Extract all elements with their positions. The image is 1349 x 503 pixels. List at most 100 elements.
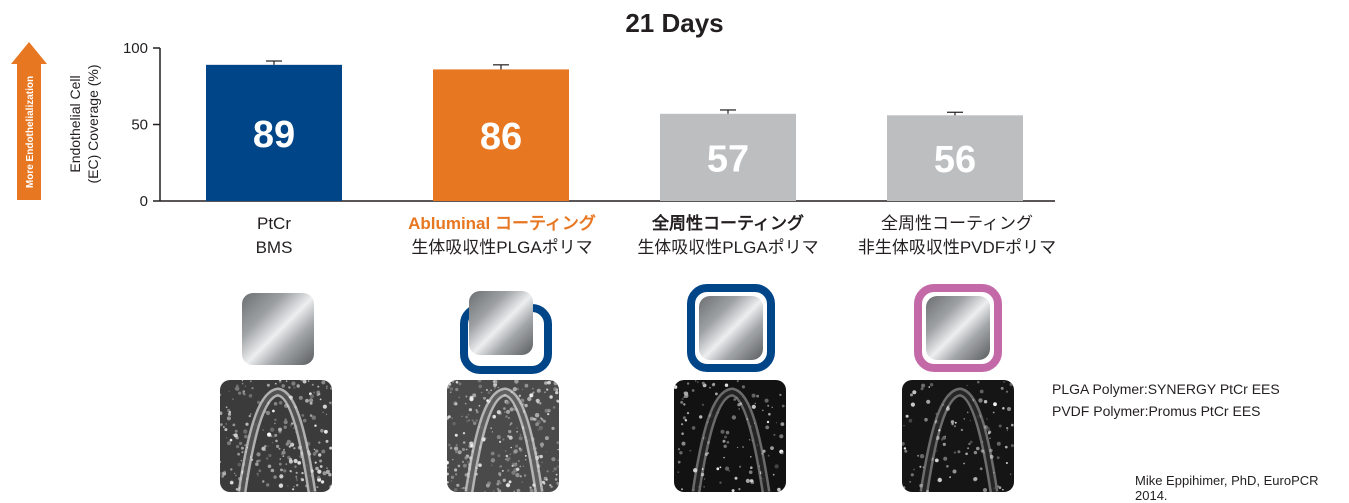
- bar: [206, 64, 342, 201]
- cell-nucleus: [525, 459, 527, 461]
- cell-nucleus: [749, 439, 751, 441]
- cell-nucleus: [725, 430, 730, 435]
- cell-nucleus: [684, 419, 688, 422]
- cell-nucleus: [231, 398, 234, 401]
- cell-nucleus: [1005, 390, 1009, 393]
- cell-nucleus: [468, 419, 470, 421]
- cell-nucleus: [937, 479, 939, 482]
- cell-nucleus: [512, 389, 515, 392]
- cell-nucleus: [288, 457, 293, 462]
- polymer-note-plga: PLGA Polymer:SYNERGY PtCr EES: [1052, 381, 1280, 397]
- cell-nucleus: [679, 451, 683, 455]
- cell-nucleus: [296, 384, 300, 388]
- cell-nucleus: [300, 380, 304, 382]
- cell-nucleus: [491, 464, 493, 466]
- cell-nucleus: [465, 448, 468, 451]
- cell-nucleus: [243, 393, 246, 396]
- cell-nucleus: [462, 432, 466, 435]
- cell-nucleus: [766, 420, 770, 424]
- cell-nucleus: [1006, 427, 1009, 430]
- cell-nucleus: [240, 459, 243, 462]
- cell-nucleus: [762, 449, 766, 453]
- cell-nucleus: [499, 465, 503, 468]
- cell-nucleus: [326, 385, 328, 387]
- cell-nucleus: [725, 466, 730, 471]
- cell-nucleus: [229, 438, 233, 442]
- stent-strut-inner: [467, 389, 541, 492]
- cell-nucleus: [267, 464, 272, 469]
- cell-nucleus: [550, 380, 552, 382]
- cell-nucleus: [772, 473, 775, 476]
- cell-nucleus: [681, 397, 684, 401]
- cell-nucleus: [919, 483, 923, 488]
- cell-nucleus: [223, 426, 225, 428]
- cell-nucleus: [311, 383, 314, 386]
- cell-nucleus: [779, 393, 782, 396]
- cell-nucleus: [681, 423, 684, 426]
- cell-nucleus: [553, 387, 558, 391]
- arrow-head: [11, 42, 47, 64]
- cell-nucleus: [691, 389, 695, 392]
- bar-value-label: 57: [707, 138, 749, 180]
- cell-nucleus: [463, 463, 467, 468]
- cell-nucleus: [953, 451, 957, 454]
- cell-nucleus: [555, 473, 558, 476]
- cell-nucleus: [275, 439, 278, 443]
- cell-nucleus: [242, 390, 246, 393]
- cell-nucleus: [302, 419, 307, 423]
- cell-nucleus: [325, 387, 328, 389]
- cell-nucleus: [529, 486, 532, 489]
- cell-nucleus: [283, 448, 285, 451]
- cell-nucleus: [529, 416, 534, 421]
- cell-nucleus: [908, 418, 913, 423]
- cell-nucleus: [952, 469, 957, 474]
- cell-nucleus: [497, 454, 501, 458]
- cell-nucleus: [321, 380, 326, 385]
- category-label-line: 非生体吸収性PVDFポリマ: [857, 238, 1057, 257]
- cell-nucleus: [319, 459, 323, 463]
- cell-nucleus: [996, 456, 1000, 460]
- cell-nucleus: [922, 466, 925, 469]
- cell-nucleus: [551, 457, 556, 462]
- cell-nucleus: [544, 391, 546, 393]
- cell-nucleus: [257, 400, 261, 404]
- cell-nucleus: [723, 456, 725, 459]
- cell-nucleus: [477, 380, 482, 383]
- cell-nucleus: [511, 464, 514, 467]
- cell-nucleus: [712, 382, 716, 386]
- cell-nucleus: [545, 478, 548, 481]
- cell-nucleus: [318, 453, 322, 457]
- cell-nucleus: [248, 414, 251, 418]
- cell-nucleus: [478, 404, 481, 407]
- cell-nucleus: [330, 387, 332, 390]
- cell-nucleus: [317, 385, 320, 388]
- cell-nucleus: [510, 446, 512, 449]
- cell-nucleus: [515, 473, 520, 478]
- cell-nucleus: [910, 402, 915, 407]
- cell-nucleus: [452, 458, 454, 461]
- cell-nucleus: [286, 485, 289, 487]
- cell-nucleus: [264, 445, 267, 448]
- cell-nucleus: [553, 381, 558, 386]
- cell-nucleus: [309, 414, 313, 417]
- cell-nucleus: [278, 400, 283, 405]
- cell-nucleus: [691, 426, 696, 430]
- cell-nucleus: [505, 415, 508, 418]
- cell-nucleus: [549, 484, 552, 487]
- cell-nucleus: [469, 395, 474, 400]
- cell-nucleus: [949, 476, 951, 479]
- cell-nucleus: [549, 395, 553, 399]
- cell-nucleus: [720, 429, 725, 434]
- micrograph-image-conformal-pvdf: [902, 380, 1014, 492]
- cell-nucleus: [704, 478, 706, 480]
- cell-nucleus: [728, 470, 730, 472]
- cell-nucleus: [458, 382, 462, 386]
- cell-nucleus: [496, 410, 501, 415]
- cell-nucleus: [447, 481, 449, 484]
- cell-nucleus: [738, 408, 740, 410]
- cell-nucleus: [258, 459, 261, 463]
- abluminal-coating-icon: [460, 286, 552, 374]
- cell-nucleus: [553, 467, 557, 471]
- cell-nucleus: [768, 412, 771, 416]
- cell-nucleus: [534, 413, 540, 418]
